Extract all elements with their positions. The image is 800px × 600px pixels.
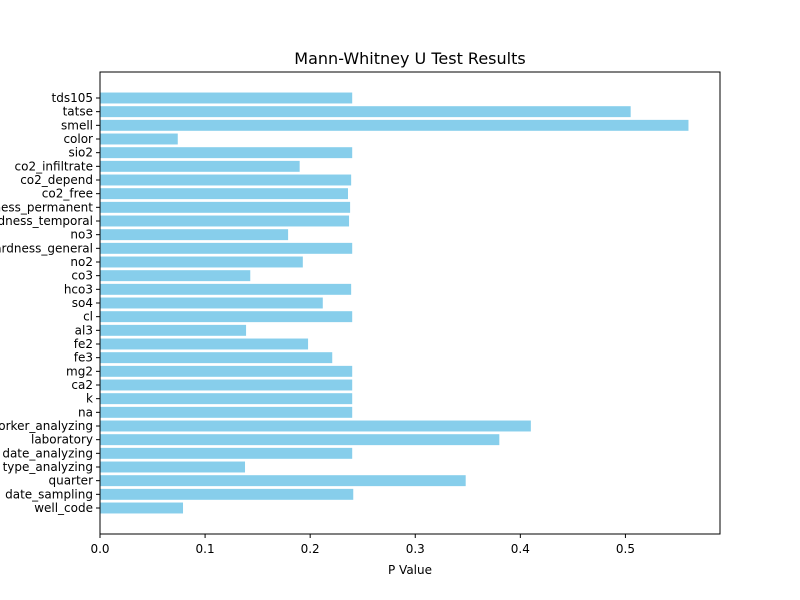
bar-tatse xyxy=(100,106,631,118)
bar-laboratory xyxy=(100,434,500,446)
bar-al3 xyxy=(100,324,247,336)
y-tick-label: worker_analyzing xyxy=(0,419,93,433)
chart-title: Mann-Whitney U Test Results xyxy=(294,49,525,68)
x-tick-label: 0.0 xyxy=(90,542,109,556)
x-tick-label: 0.2 xyxy=(301,542,320,556)
x-ticks: 0.0 0.1 0.2 0.3 0.4 0.5 xyxy=(90,534,635,556)
bar-no3 xyxy=(100,229,289,241)
bar-worker-analyzing xyxy=(100,420,531,432)
x-tick-label: 0.3 xyxy=(406,542,425,556)
bars-group xyxy=(100,92,689,514)
y-tick-label: ca2 xyxy=(71,378,93,392)
y-tick-label: smell xyxy=(61,118,93,132)
y-tick-label: type_analyzing xyxy=(3,460,93,474)
y-tick-label: date_analyzing xyxy=(2,446,93,460)
bar-fe2 xyxy=(100,338,309,350)
y-tick-label: co2_free xyxy=(42,187,93,201)
y-tick-label: hco3 xyxy=(64,282,93,296)
bar-date-sampling xyxy=(100,488,354,500)
bar-date-analyzing xyxy=(100,447,353,459)
y-tick-label: fe3 xyxy=(74,351,93,365)
x-axis-label: P Value xyxy=(388,563,432,577)
bar-na xyxy=(100,406,353,418)
x-tick-label: 0.4 xyxy=(511,542,530,556)
y-tick-label: k xyxy=(86,392,93,406)
bar-sio2 xyxy=(100,147,353,159)
y-tick-label: hardness_temporal xyxy=(0,214,93,228)
bar-color xyxy=(100,133,178,145)
bar-so4 xyxy=(100,297,323,309)
bar-tds105 xyxy=(100,92,353,104)
bar-quarter xyxy=(100,475,466,487)
bar-hco3 xyxy=(100,283,352,295)
bar-ca2 xyxy=(100,379,353,391)
y-tick-label: no3 xyxy=(70,228,93,242)
y-tick-label: date_sampling xyxy=(5,487,93,501)
bar-well-code xyxy=(100,502,184,514)
x-tick-label: 0.5 xyxy=(616,542,635,556)
y-tick-label: tatse xyxy=(63,105,93,119)
bar-hardness-general xyxy=(100,242,353,254)
y-tick-labels: well_codedate_samplingquartertype_analyz… xyxy=(0,91,100,515)
y-tick-label: na xyxy=(78,405,93,419)
y-tick-label: so4 xyxy=(72,296,93,310)
y-tick-label: color xyxy=(63,132,93,146)
bar-smell xyxy=(100,119,689,131)
y-tick-label: hardness_permanent xyxy=(0,200,93,214)
y-tick-label: mg2 xyxy=(66,364,93,378)
y-tick-label: laboratory xyxy=(31,433,93,447)
y-tick-label: co2_depend xyxy=(20,173,93,187)
y-tick-label: al3 xyxy=(75,323,93,337)
y-tick-label: no2 xyxy=(70,255,93,269)
bar-mg2 xyxy=(100,365,353,377)
y-tick-label: quarter xyxy=(48,474,93,488)
x-tick-label: 0.1 xyxy=(196,542,215,556)
bar-co2-infiltrate xyxy=(100,160,300,172)
bar-type-analyzing xyxy=(100,461,246,473)
y-tick-label: co2_infiltrate xyxy=(15,159,94,173)
bar-hardness-temporal xyxy=(100,215,350,227)
bar-co2-free xyxy=(100,188,348,200)
bar-no2 xyxy=(100,256,303,268)
bar-cl xyxy=(100,311,353,323)
y-tick-label: hardness_general xyxy=(0,241,93,255)
y-tick-label: co3 xyxy=(71,269,93,283)
y-tick-label: sio2 xyxy=(68,146,93,160)
bar-co2-depend xyxy=(100,174,352,186)
plot-frame xyxy=(99,71,721,535)
y-tick-label: fe2 xyxy=(74,337,93,351)
y-tick-label: well_code xyxy=(34,501,93,515)
y-tick-label: tds105 xyxy=(52,91,93,105)
bar-hardness-permanent xyxy=(100,201,351,213)
bar-fe3 xyxy=(100,352,333,364)
bar-k xyxy=(100,393,353,405)
bar-co3 xyxy=(100,270,251,282)
y-tick-label: cl xyxy=(83,310,93,324)
